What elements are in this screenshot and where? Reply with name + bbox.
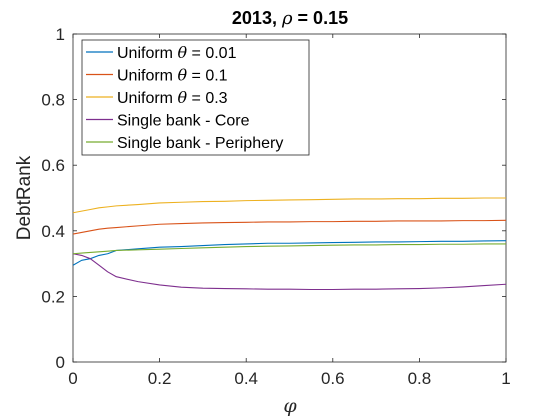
axis-tick-labels: 0 0.2 0.4 0.6 0.8 1 0 0.2 0.4 0.6 0.8 1 [41, 25, 510, 388]
legend-entry-5: Single bank - Periphery [117, 135, 283, 152]
series-line-4 [72, 253, 507, 291]
legend-entry-suffix: = 0.3 [187, 90, 228, 107]
x-axis-label: φ [283, 395, 297, 417]
chart-title-prefix: 2013, [232, 8, 282, 28]
series-line-5 [72, 243, 506, 255]
legend-entry-symbol: θ [177, 88, 187, 107]
y-tick-label: 0.2 [41, 287, 65, 306]
series-line-1 [72, 240, 507, 266]
legend-entry-symbol: θ [177, 43, 187, 62]
y-tick-label: 0.6 [41, 156, 65, 175]
legend-entry-prefix: Uniform [117, 90, 177, 107]
legend-entry-symbol: θ [177, 66, 187, 85]
legend-entry-prefix: Uniform [117, 68, 177, 85]
y-axis-label: DebtRank [14, 155, 35, 240]
x-tick-label: 0 [68, 369, 77, 388]
series-lines [72, 197, 507, 291]
x-tick-label: 0.6 [321, 369, 345, 388]
legend-entry-1: Uniform θ = 0.01 [117, 43, 237, 62]
series-line-3 [72, 197, 506, 214]
chart-title: 2013, ρ = 0.15 [232, 8, 348, 29]
legend-entry-suffix: = 0.1 [187, 68, 228, 85]
series-line-2 [72, 219, 507, 235]
legend-entry-suffix: = 0.01 [187, 45, 236, 62]
y-tick-label: 0.8 [41, 91, 65, 110]
legend-entry-prefix: Single bank - Core [117, 113, 250, 130]
chart-title-suffix: = 0.15 [293, 8, 349, 28]
x-tick-label: 1 [501, 369, 510, 388]
y-tick-label: 0 [56, 353, 65, 372]
x-tick-label: 0.2 [148, 369, 172, 388]
legend-entry-4: Single bank - Core [117, 113, 250, 130]
x-tick-label: 0.4 [234, 369, 258, 388]
axis-ticks [72, 33, 507, 363]
legend-entry-prefix: Single bank - Periphery [117, 135, 283, 152]
legend-entry-2: Uniform θ = 0.1 [117, 66, 228, 85]
x-tick-label: 0.8 [408, 369, 432, 388]
chart-title-symbol: ρ [281, 8, 293, 29]
legend-entry-prefix: Uniform [117, 45, 177, 62]
legend-box [81, 39, 310, 156]
y-tick-label: 1 [56, 25, 65, 44]
y-tick-label: 0.4 [41, 222, 65, 241]
legend-entry-3: Uniform θ = 0.3 [117, 88, 228, 107]
